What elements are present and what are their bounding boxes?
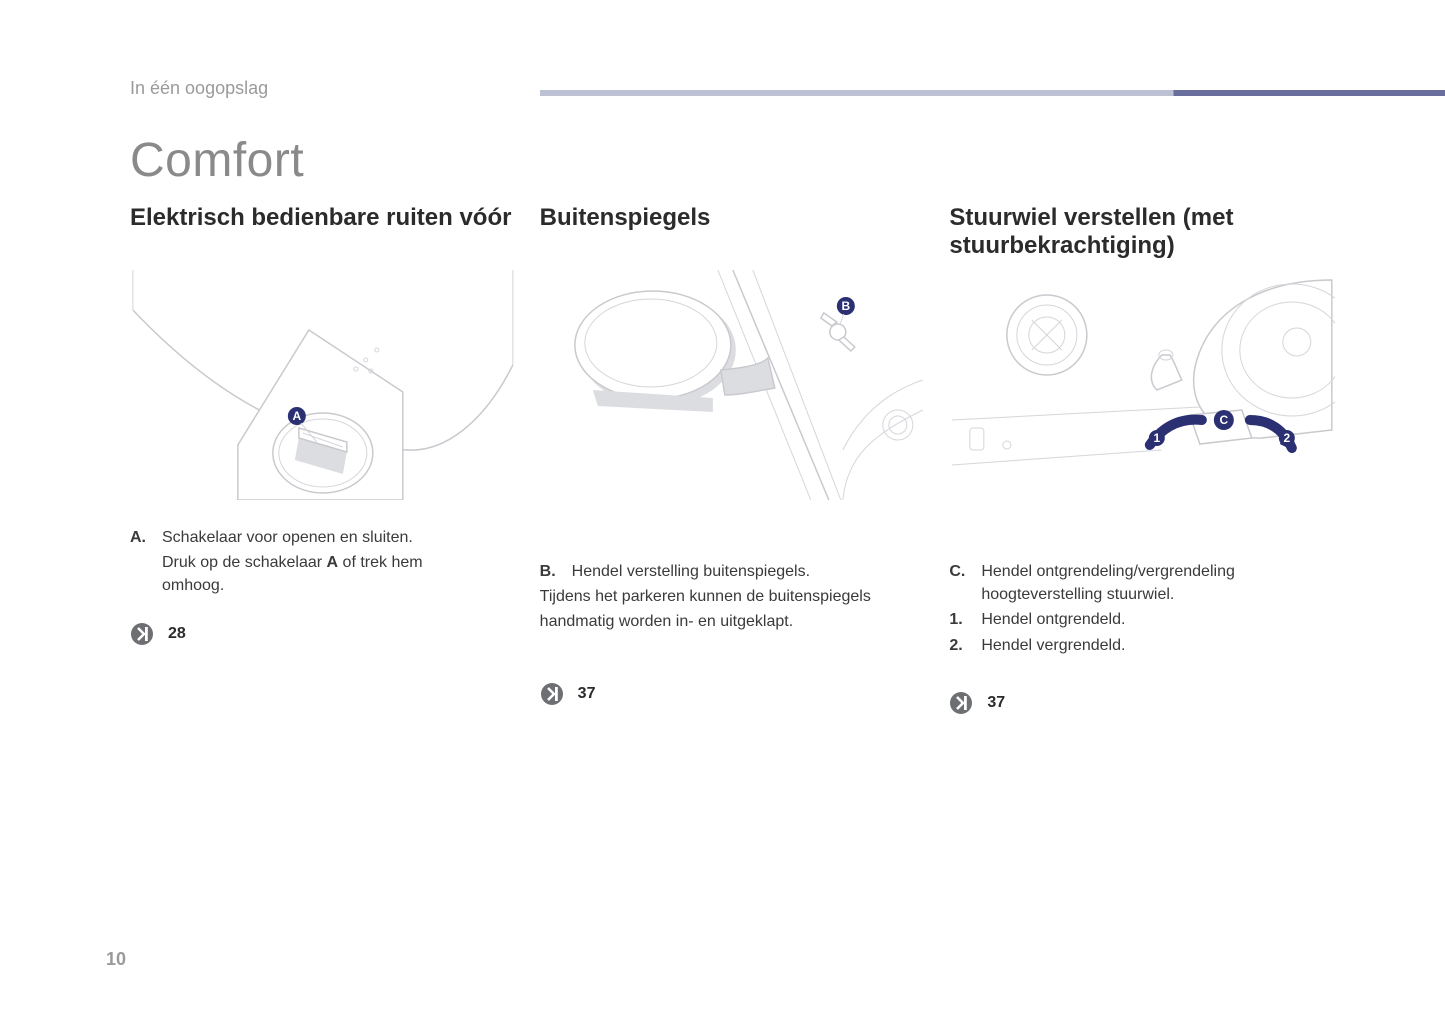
page-ref-mirrors: 37 [540, 682, 926, 706]
callout-b-icon: B [837, 297, 855, 315]
section-steering: Stuurwiel verstellen (met stuurbekrachti… [949, 204, 1335, 715]
page-title: Comfort [130, 133, 1335, 188]
illustration-steering: C 1 2 [949, 270, 1335, 500]
desc-line: Druk op de schakelaar A of trek hem [162, 554, 423, 571]
section-heading-steering: Stuurwiel verstellen (met stuurbekrachti… [949, 204, 1335, 262]
desc-windows: A. Schakelaar voor openen en sluiten. Dr… [130, 526, 516, 598]
page-ref-number: 37 [987, 694, 1005, 712]
svg-text:B: B [841, 299, 850, 313]
desc-steering: C. Hendel ontgrendeling/vergrendeling ho… [949, 560, 1335, 657]
svg-text:C: C [1220, 413, 1229, 427]
list-marker: 2. [949, 634, 971, 657]
svg-text:1: 1 [1154, 431, 1161, 445]
page-ref-steering: 37 [949, 691, 1335, 715]
desc-mirrors: B. Hendel verstelling buitenspiegels. Ti… [540, 560, 926, 634]
section-heading-mirrors: Buitenspiegels [540, 204, 926, 262]
callout-a-icon: A [288, 407, 306, 425]
page-ref-windows: 28 [130, 622, 516, 646]
page-ref-number: 37 [578, 685, 596, 703]
desc-line: handmatig worden in- en uitgeklapt. [540, 610, 926, 633]
list-marker: 1. [949, 608, 971, 631]
svg-text:2: 2 [1284, 431, 1291, 445]
illustration-windows: A [130, 270, 516, 500]
page-number: 10 [106, 949, 126, 970]
list-text: Schakelaar voor openen en sluiten. [162, 526, 413, 549]
list-marker: C. [949, 560, 971, 606]
page-ref-icon [949, 691, 973, 715]
list-text: Hendel vergrendeld. [981, 634, 1125, 657]
desc-line: omhoog. [162, 577, 224, 594]
page-ref-icon [130, 622, 154, 646]
motion-label-2-icon: 2 [1279, 430, 1295, 446]
list-text: Hendel verstelling buitenspiegels. [572, 560, 810, 583]
motion-label-1-icon: 1 [1149, 430, 1165, 446]
section-mirrors: Buitenspiegels [540, 204, 926, 715]
callout-c-icon: C [1214, 410, 1234, 430]
desc-line: Tijdens het parkeren kunnen de buitenspi… [540, 585, 926, 608]
svg-text:A: A [293, 409, 302, 423]
section-windows: Elektrisch bedienbare ruiten vóór [130, 204, 516, 715]
list-marker: A. [130, 526, 152, 549]
section-heading-windows: Elektrisch bedienbare ruiten vóór [130, 204, 516, 262]
list-marker: B. [540, 560, 562, 583]
list-text: Hendel ontgrendeld. [981, 608, 1125, 631]
page-ref-icon [540, 682, 564, 706]
page-ref-number: 28 [168, 625, 186, 643]
header-rule [540, 90, 1445, 96]
illustration-mirrors: B [540, 270, 926, 500]
list-text: Hendel ontgrendeling/vergrendeling hoogt… [981, 560, 1335, 606]
